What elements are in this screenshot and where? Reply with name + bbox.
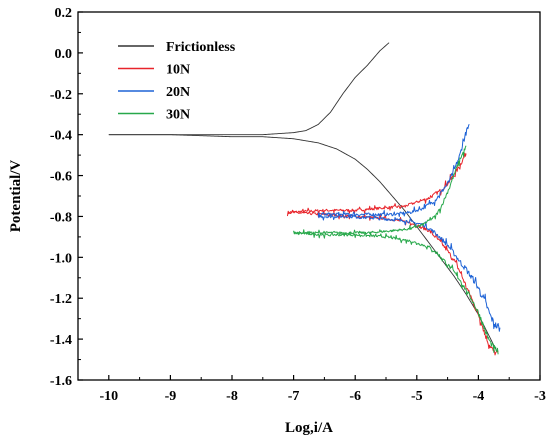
legend: Frictionless 10N 20N 30N: [118, 40, 236, 123]
series-line-30n-anodic: [293, 145, 467, 237]
y-tick-label: -1.2: [50, 292, 72, 307]
x-axis-title: Log,i/A: [285, 420, 333, 436]
y-tick-label: -0.8: [50, 210, 72, 225]
x-tick-label: -10: [99, 389, 118, 404]
x-tick-label: -3: [534, 389, 546, 404]
series-line-20n-anodic: [317, 124, 470, 219]
y-axis: 0.2 0.0 -0.2 -0.4 -0.6 -0.8 -1.0 -1.2 -1.4 -1.6: [50, 6, 83, 389]
legend-label-20n: 20N: [166, 85, 190, 100]
y-axis-title: Potential/V: [8, 160, 24, 233]
x-tick-label: -7: [288, 389, 300, 404]
y-tick-label: -1.0: [50, 251, 72, 266]
y-tick-label: 0.2: [55, 6, 73, 21]
plot-frame: [77, 11, 541, 381]
series-30n: [293, 145, 499, 355]
x-tick-label: -5: [411, 389, 423, 404]
y-tick-label: -0.4: [50, 129, 72, 144]
y-tick-label: -0.6: [50, 170, 72, 185]
series-20n: [317, 124, 501, 332]
series-line-10n-anodic: [286, 152, 467, 217]
legend-label-30n: 30N: [166, 108, 190, 123]
series-line-frictionless-anodic: [108, 42, 390, 136]
series-line-30n-cathodic: [293, 230, 499, 355]
y-tick-label: -1.6: [50, 374, 72, 389]
y-tick-label: 0.0: [55, 47, 73, 62]
series-line-20n-cathodic: [317, 211, 501, 332]
y-tick-label: -0.2: [50, 88, 72, 103]
x-tick-label: -4: [473, 389, 485, 404]
y-tick-label: -1.4: [50, 333, 72, 348]
series-layer: [108, 42, 501, 356]
x-tick-label: -6: [349, 389, 361, 404]
series-10n: [286, 152, 499, 356]
legend-label-frictionless: Frictionless: [166, 40, 236, 55]
legend-label-10n: 10N: [166, 63, 190, 78]
series-line-10n-cathodic: [287, 210, 499, 356]
x-tick-label: -8: [226, 389, 238, 404]
x-axis: -10 -9 -8 -7 -6 -5 -4 -3: [77, 375, 546, 404]
x-tick-label: -9: [165, 389, 177, 404]
series-line-frictionless-cathodic: [108, 134, 498, 352]
